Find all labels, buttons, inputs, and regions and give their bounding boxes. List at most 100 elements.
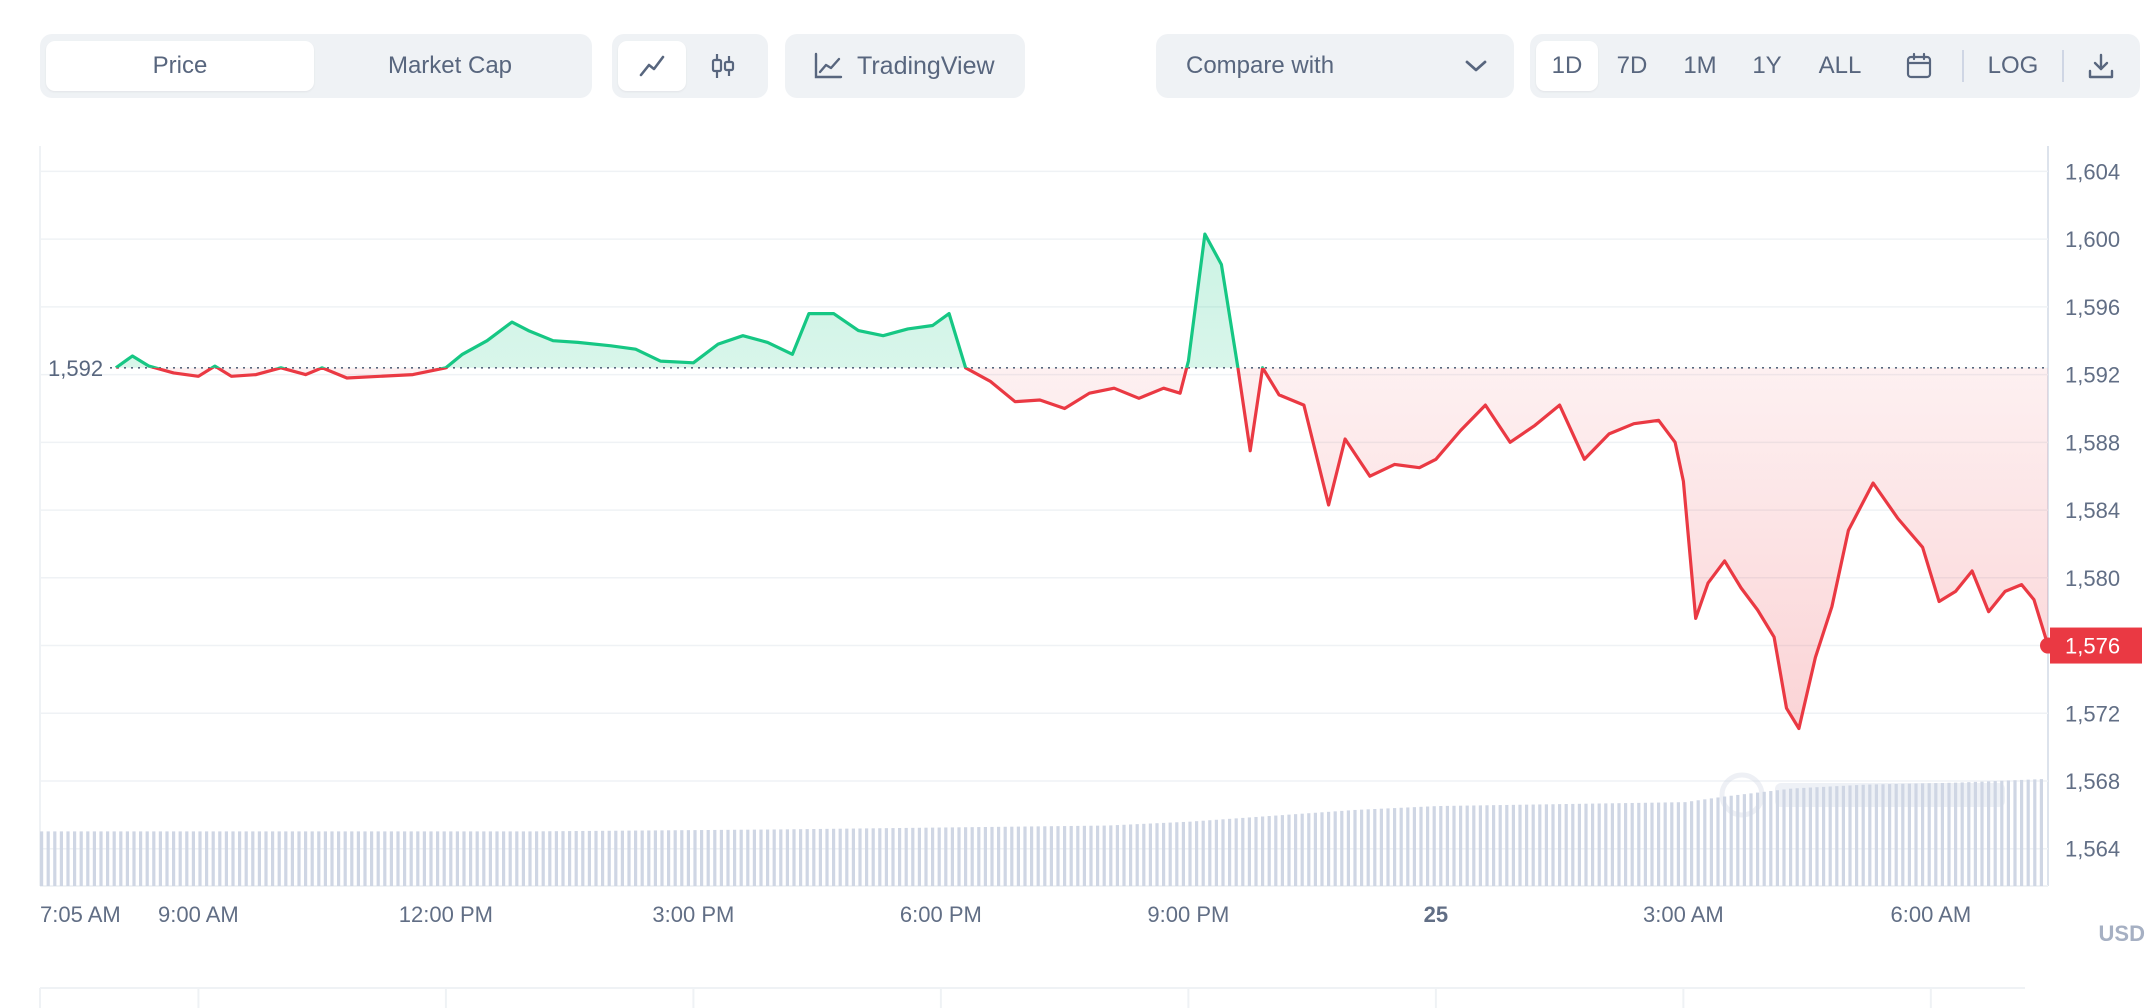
view-tab-group: Price Market Cap [40,34,592,98]
volume-bar [1802,787,1806,886]
bottom-preview-strip [39,987,2025,1008]
volume-bar [290,831,294,886]
volume-bar [1511,804,1515,886]
volume-bar [983,826,987,886]
volume-bar [356,831,360,886]
range-1m[interactable]: 1M [1683,52,1717,79]
volume-bar [257,831,261,886]
volume-bar [389,831,393,886]
volume-bar [1954,782,1958,886]
volume-bar [158,831,162,886]
range-1y[interactable]: 1Y [1752,52,1782,79]
volume-bar [1815,787,1819,886]
candlestick-button[interactable] [686,41,760,91]
volume-bar [277,831,281,886]
volume-bar [1432,806,1436,886]
volume-bar [1914,783,1918,886]
compare-with-label: Compare with [1186,52,1335,79]
volume-bar [554,831,558,886]
range-all[interactable]: ALL [1818,52,1862,79]
volume-bar [238,831,242,886]
volume-bar [396,831,400,886]
volume-bar [2026,779,2030,886]
volume-bar [1808,787,1812,886]
volume-bar [73,831,77,886]
volume-bar [1690,801,1694,886]
volume-bar [2013,780,2017,886]
volume-bar [766,829,770,886]
y-axis: 1,604 1,600 1,596 1,592 1,588 1,584 1,580 1,576… [2065,159,2120,861]
volume-bar [455,831,459,886]
volume-bar [1518,804,1522,886]
volume-bar [1703,799,1707,886]
volume-bar [1940,782,1944,886]
line-chart-button[interactable] [618,41,686,91]
date-picker-button[interactable] [1880,41,1958,91]
y-tick-label: 1,572 [2065,701,2120,726]
volume-bar [350,831,354,886]
volume-bar [904,827,908,886]
volume-bar [422,831,426,886]
volume-bar [40,831,44,886]
tab-market-cap[interactable]: Market Cap [387,52,513,79]
volume-bar [759,829,763,886]
tradingview-button[interactable]: TradingView [785,34,1025,98]
volume-bar [1987,781,1991,886]
volume-bar [317,831,321,886]
volume-bar [1749,793,1753,886]
volume-bar [851,828,855,886]
volume-bar [1082,825,1086,886]
volume-bar [1874,784,1878,886]
volume-bar [284,831,288,886]
volume-bar [1762,791,1766,886]
volume-bar [601,830,605,886]
log-scale-toggle[interactable]: LOG [1987,52,2039,79]
volume-bar [521,831,525,886]
download-button[interactable] [2068,41,2134,91]
volume-bar [1657,802,1661,886]
range-1d[interactable]: 1D [1536,41,1598,91]
volume-bar [785,829,789,886]
x-axis: 7:05 AM 9:00 AM 12:00 PM 3:00 PM 6:00 PM 9:00… [40,902,1971,927]
volume-bar [1967,782,1971,886]
x-tick-label: 7:05 AM [40,902,121,927]
volume-bar [1525,804,1529,886]
volume-bar [1280,815,1284,886]
volume-bar [370,831,374,886]
volume-bar [1630,802,1634,886]
price-line [114,232,2050,731]
volume-bar [779,829,783,886]
volume-bar [1789,788,1793,886]
volume-bar [1465,805,1469,886]
volume-bar [1228,818,1232,886]
volume-bar [1973,781,1977,886]
compare-with-dropdown[interactable]: Compare with [1156,34,1514,98]
calendar-icon [1906,52,1932,79]
volume-bar [139,831,143,886]
volume-bar [1234,818,1238,886]
volume-bar [112,831,116,886]
volume-bar [713,829,717,886]
volume-bar [1650,802,1654,886]
volume-bar [1894,783,1898,886]
volume-bar [1478,805,1482,886]
x-tick-label: 25 [1424,902,1448,927]
volume-bar [1716,797,1720,886]
volume-bar [733,829,737,886]
tab-price[interactable]: Price [46,41,314,91]
price-line-up [114,232,1265,368]
volume-bar [1379,808,1383,886]
y-tick-label: 1,604 [2065,159,2120,184]
volume-bar [59,831,63,886]
volume-bar [2000,780,2004,886]
volume-bar [1927,783,1931,886]
volume-bar [792,829,796,886]
volume-bar [330,831,334,886]
volume-bar [1782,789,1786,886]
volume-bar [1089,825,1093,886]
volume-bar [726,829,730,886]
range-7d[interactable]: 7D [1616,52,1648,79]
volume-bar [1373,809,1377,886]
volume-bar [1353,809,1357,886]
